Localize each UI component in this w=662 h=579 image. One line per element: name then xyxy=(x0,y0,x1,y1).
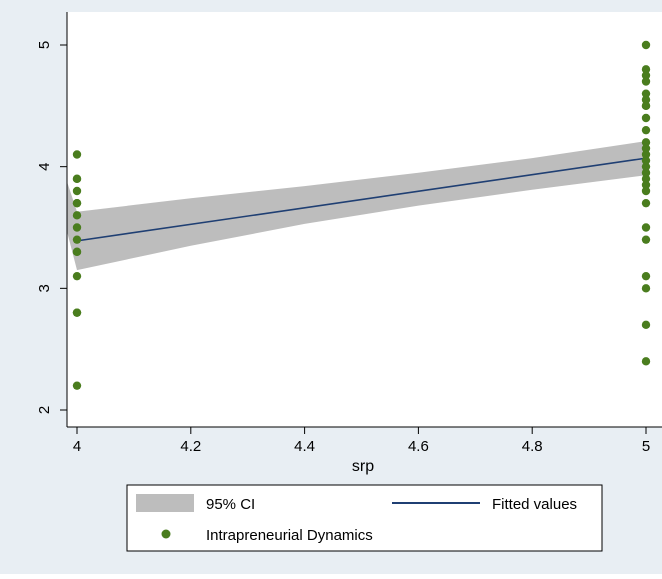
x-tick-label: 4.2 xyxy=(180,438,201,455)
y-tick-label: 4 xyxy=(36,162,53,170)
x-tick-label: 4.4 xyxy=(294,438,315,455)
legend-box xyxy=(126,484,603,552)
legend-ci-label: 95% CI xyxy=(206,496,255,513)
data-point xyxy=(641,95,651,104)
y-tick-label: 5 xyxy=(36,41,53,49)
data-point xyxy=(72,308,82,317)
x-tick-label: 4 xyxy=(73,438,81,455)
x-tick-label: 4.8 xyxy=(522,438,543,455)
data-point xyxy=(641,174,651,184)
data-point xyxy=(641,156,651,165)
data-point xyxy=(641,40,651,50)
data-point xyxy=(641,77,651,86)
x-tick-label: 5 xyxy=(642,438,650,455)
y-tick-label: 2 xyxy=(36,406,53,414)
data-point xyxy=(72,235,82,244)
data-point xyxy=(641,180,651,190)
fitted-line xyxy=(76,157,647,242)
legend-points-label: Intrapreneurial Dynamics xyxy=(206,527,373,544)
data-point xyxy=(641,125,651,135)
data-point xyxy=(641,186,651,196)
data-point xyxy=(641,144,651,153)
data-point xyxy=(72,174,82,184)
data-point xyxy=(72,271,82,281)
data-point xyxy=(641,89,651,98)
data-point xyxy=(72,247,82,257)
data-point xyxy=(641,223,651,232)
data-point xyxy=(72,381,82,390)
data-point xyxy=(641,101,651,111)
data-point xyxy=(641,168,651,177)
legend-points-swatch xyxy=(161,529,171,539)
data-point xyxy=(641,113,651,123)
y-tick-label: 3 xyxy=(36,284,53,292)
legend-ci-swatch xyxy=(136,494,194,512)
data-point xyxy=(72,150,82,159)
legend-fitted-label: Fitted values xyxy=(492,496,577,513)
plot-area xyxy=(67,40,651,390)
data-point xyxy=(72,186,82,196)
ci-band xyxy=(67,141,646,271)
scatter-points xyxy=(72,40,651,390)
data-point xyxy=(641,65,651,74)
data-point xyxy=(641,284,651,293)
data-point xyxy=(641,71,651,80)
data-point xyxy=(641,357,651,366)
legend: 95% CI Fitted values Intrapreneurial Dyn… xyxy=(126,484,603,552)
data-point xyxy=(72,198,82,208)
x-tick-label: 4.6 xyxy=(408,438,429,455)
data-point xyxy=(641,320,651,330)
data-point xyxy=(641,235,651,244)
data-point xyxy=(641,198,651,208)
y-axis: 2 3 4 5 xyxy=(36,12,68,427)
x-axis: 4 4.2 4.4 4.6 4.8 5 xyxy=(67,426,662,455)
data-point xyxy=(72,211,82,220)
x-axis-title: srp xyxy=(352,458,374,475)
data-point xyxy=(641,150,651,159)
data-point xyxy=(72,223,82,232)
data-point xyxy=(641,138,651,147)
data-point xyxy=(641,271,651,281)
data-point xyxy=(641,162,651,171)
